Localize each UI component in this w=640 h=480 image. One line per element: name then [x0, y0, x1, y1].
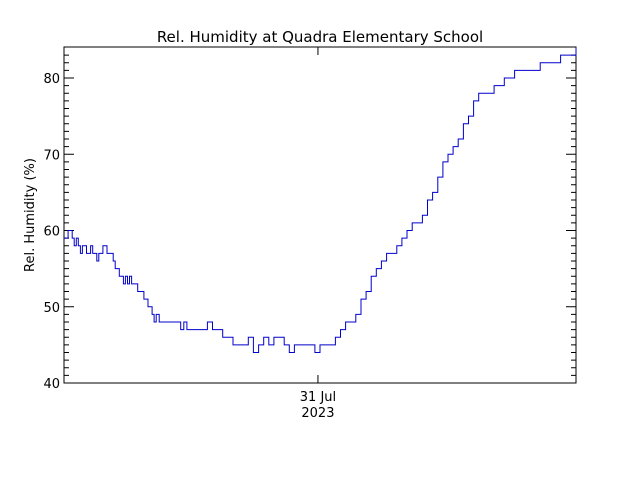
x-tick-label: 31 Jul: [300, 390, 336, 405]
y-tick-label: 80: [43, 72, 60, 87]
chart-title: Rel. Humidity at Quadra Elementary Schoo…: [157, 28, 483, 46]
y-tick-label: 70: [43, 148, 60, 163]
y-axis-label: Rel. Humidity (%): [23, 158, 38, 272]
y-axis-ticks: 40 50 60 70 80: [43, 54, 576, 392]
humidity-line: [64, 47, 577, 353]
plot-frame: [63, 46, 577, 384]
y-tick-label: 50: [43, 301, 60, 316]
x-tick-year: 2023: [301, 406, 334, 421]
y-tick-label: 40: [43, 377, 60, 392]
y-tick-label: 60: [43, 225, 60, 240]
